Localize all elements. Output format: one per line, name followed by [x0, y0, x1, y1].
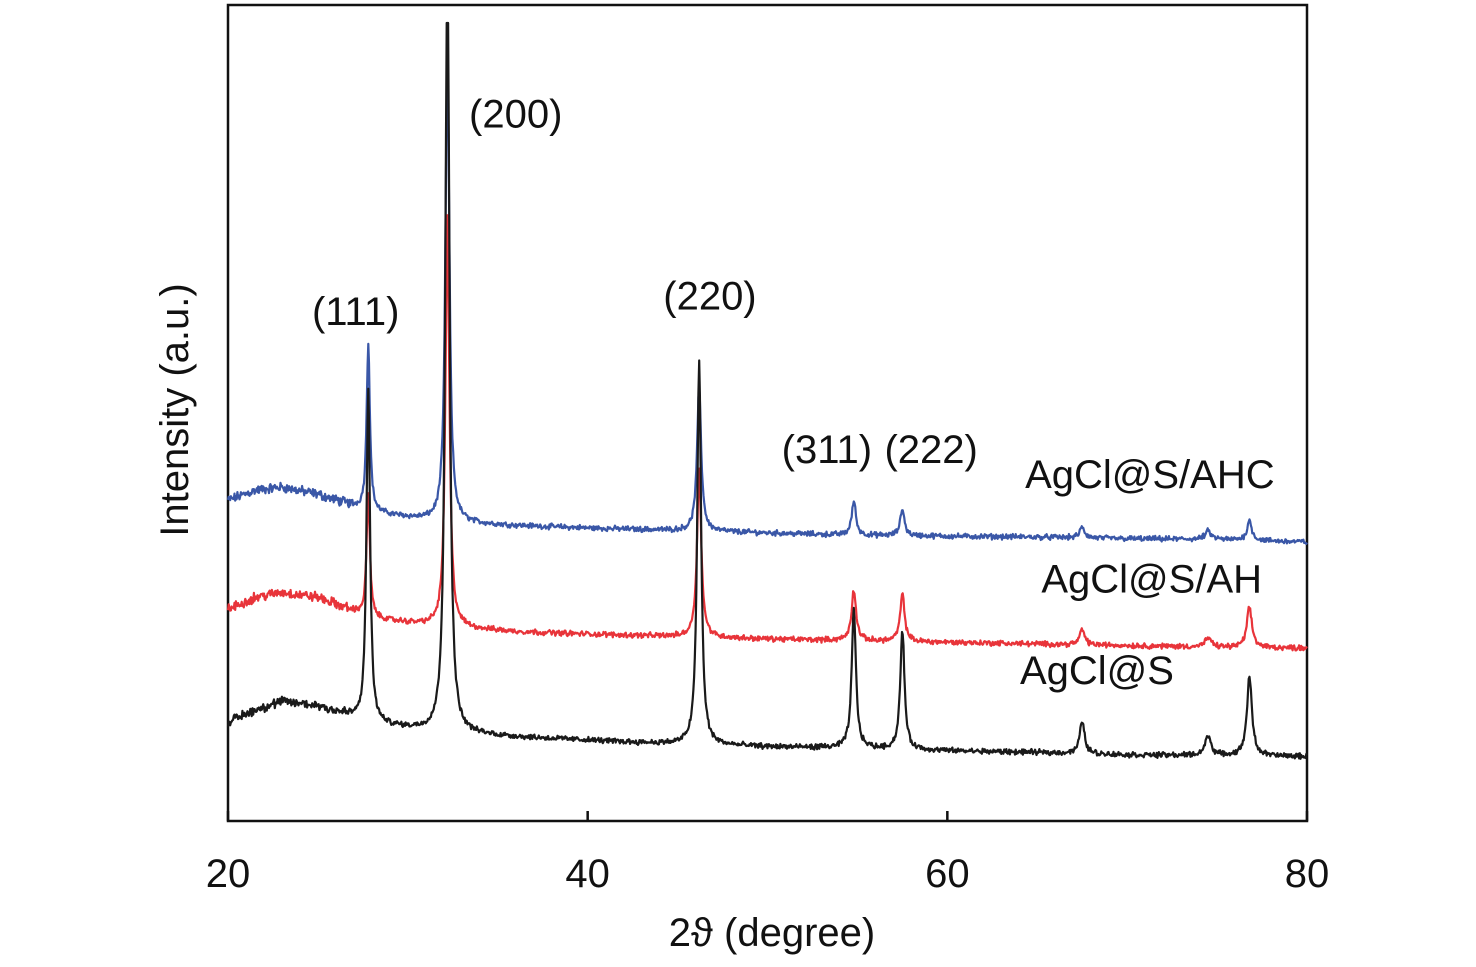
peak-annotation: (222) — [884, 428, 977, 472]
x-axis-ticks: 20 40 60 80 — [206, 811, 1330, 896]
x-tick-label: 60 — [925, 852, 970, 896]
peak-annotation: (311) — [782, 428, 872, 472]
peak-annotations: (111) (200) (220) (311) (222) — [312, 92, 978, 471]
series-label: AgCl@S — [1020, 649, 1174, 693]
peak-annotation: (200) — [469, 92, 562, 136]
series-label: AgCl@S/AH — [1041, 558, 1262, 602]
series-label: AgCl@S/AHC — [1025, 453, 1275, 497]
series-line-agcl-s — [226, 21, 1308, 760]
series-labels: AgCl@S/AHC AgCl@S/AH AgCl@S — [1020, 453, 1275, 693]
series-layer — [226, 21, 1308, 760]
peak-annotation: (220) — [663, 274, 756, 318]
x-tick-label: 40 — [565, 852, 610, 896]
x-axis-title: 2ϑ (degree) — [669, 911, 875, 955]
x-tick-label: 20 — [206, 852, 251, 896]
series-line-agcl-s-ahc — [226, 40, 1308, 545]
y-axis-title: Intensity (a.u.) — [153, 283, 197, 536]
x-tick-label: 80 — [1285, 852, 1330, 896]
peak-annotation: (111) — [312, 290, 399, 334]
series-line-agcl-s-ah — [226, 214, 1308, 652]
plot-frame — [226, 3, 1309, 823]
